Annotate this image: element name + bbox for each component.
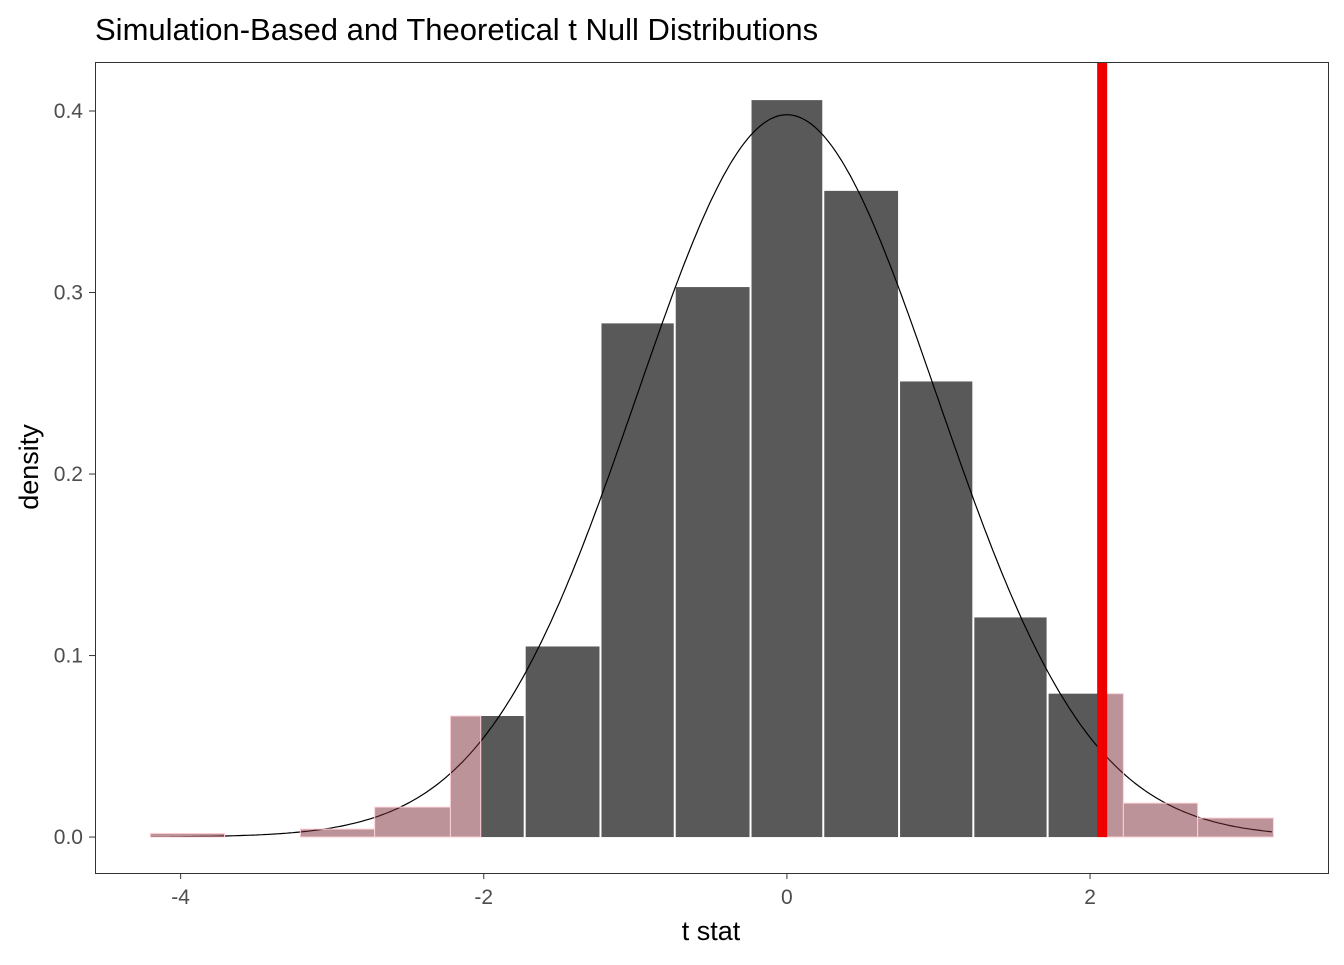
shaded-histogram-bar — [449, 715, 482, 838]
histogram-bar — [480, 715, 524, 838]
histogram-bar — [974, 617, 1047, 838]
histogram-bar — [525, 646, 600, 838]
y-tick-label: 0.4 — [54, 100, 84, 123]
histogram-bars — [480, 100, 1103, 838]
x-axis-label: t stat — [682, 916, 741, 946]
histogram-bar — [675, 287, 750, 838]
theoretical-density-curve — [150, 114, 1272, 838]
x-tick-label: -2 — [474, 886, 493, 909]
y-tick-label: 0.1 — [54, 645, 83, 668]
shaded-histogram-bar — [149, 832, 226, 838]
shaded-regions — [149, 693, 1274, 838]
x-tick-label: 0 — [781, 886, 793, 909]
x-axis: -4 -2 0 2 — [171, 873, 1096, 909]
histogram-bar — [824, 190, 899, 838]
plot-panel-border — [95, 62, 1329, 874]
chart-title: Simulation-Based and Theoretical t Null … — [95, 12, 818, 47]
x-tick-label: -4 — [171, 886, 190, 909]
histogram-bar — [1048, 693, 1103, 838]
shaded-histogram-bar — [1197, 817, 1274, 838]
y-tick-label: 0.2 — [54, 463, 83, 486]
y-axis: 0.0 0.1 0.2 0.3 0.4 — [54, 100, 95, 849]
y-tick-label: 0.3 — [54, 282, 83, 305]
histogram-bar — [900, 381, 973, 838]
y-tick-label: 0.0 — [54, 826, 83, 849]
observed-stat-line — [1097, 62, 1108, 838]
shaded-histogram-bar — [1122, 802, 1199, 838]
histogram-bar — [601, 323, 674, 838]
x-tick-label: 2 — [1084, 886, 1096, 909]
y-axis-label: density — [14, 424, 44, 510]
shaded-histogram-bar — [374, 806, 451, 838]
histogram-bar — [751, 100, 823, 838]
shaded-histogram-bar — [299, 828, 376, 838]
